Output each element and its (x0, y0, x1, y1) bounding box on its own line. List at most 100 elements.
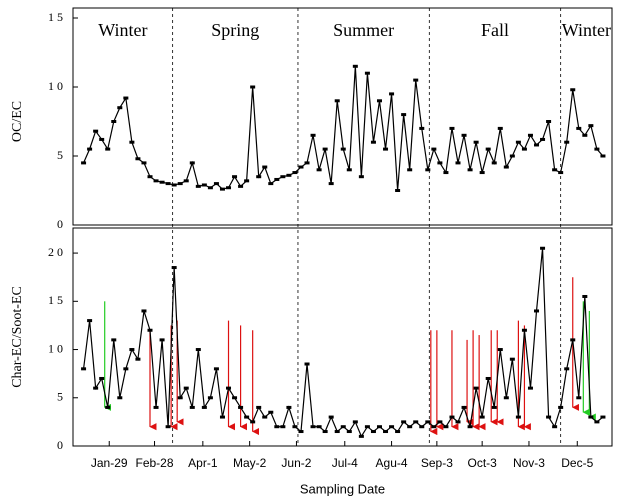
data-point (201, 183, 207, 187)
data-point (449, 126, 455, 130)
data-point (141, 309, 147, 313)
x-tick-label: Sep-3 (421, 456, 453, 470)
season-label: Winter (562, 20, 611, 40)
data-point (256, 405, 262, 409)
data-point (509, 154, 515, 158)
data-point (600, 415, 606, 419)
data-point (376, 425, 382, 429)
data-point (479, 171, 485, 175)
data-point (147, 175, 153, 179)
data-point (117, 106, 123, 110)
data-point (570, 338, 576, 342)
data-point (340, 147, 346, 151)
data-point (389, 92, 395, 96)
data-point (564, 367, 570, 371)
data-point (304, 161, 310, 165)
data-point (195, 184, 201, 188)
data-point (244, 415, 250, 419)
data-point (491, 161, 497, 165)
data-point (99, 376, 105, 380)
data-point (407, 425, 413, 429)
data-point (244, 179, 250, 183)
data-point (576, 126, 582, 130)
data-point (250, 85, 256, 89)
data-point (99, 137, 105, 141)
data-point (268, 182, 274, 186)
data-point (527, 133, 533, 137)
data-point (497, 348, 503, 352)
data-point (292, 171, 298, 175)
x-tick-label: Nov-3 (513, 456, 545, 470)
data-point (437, 420, 443, 424)
data-point (111, 338, 117, 342)
x-tick-label: Jun-2 (281, 456, 311, 470)
x-tick-label: Oct-3 (467, 456, 497, 470)
data-point (81, 367, 87, 371)
data-point (135, 157, 141, 161)
data-point (177, 182, 183, 186)
data-point (552, 168, 558, 172)
x-tick-label: Jan-29 (91, 456, 128, 470)
data-point (419, 126, 425, 130)
data-point (546, 120, 552, 123)
data-point (521, 147, 527, 151)
data-point (485, 376, 491, 380)
y-axis-title: OC/EC (10, 101, 25, 142)
data-point (521, 328, 527, 332)
y-tick-label: 1 0 (48, 79, 63, 93)
x-tick-label: May-2 (233, 456, 267, 470)
data-point (497, 126, 503, 130)
data-point (346, 430, 352, 434)
data-point (546, 415, 552, 419)
data-point (334, 99, 340, 103)
data-point (304, 362, 310, 366)
data-point (389, 425, 395, 429)
data-point (588, 415, 594, 419)
data-point (401, 420, 407, 424)
y-tick-label: 1 5 (48, 293, 63, 307)
data-point (219, 187, 225, 191)
data-point (183, 386, 189, 390)
data-point (232, 396, 238, 400)
data-point (262, 415, 268, 419)
data-point (129, 140, 135, 144)
season-label: Spring (211, 20, 259, 40)
data-point (153, 405, 159, 409)
y-axis-title: Char-EC/Soot-EC (10, 286, 25, 388)
data-point (576, 396, 582, 400)
data-point (461, 133, 467, 137)
data-point (395, 430, 401, 434)
data-point (461, 405, 467, 409)
data-point (189, 405, 195, 409)
data-point (250, 420, 256, 424)
data-point (123, 96, 129, 100)
data-line (82, 248, 604, 438)
data-point (455, 420, 461, 424)
data-point (322, 147, 328, 151)
data-point (582, 133, 588, 137)
data-point (467, 425, 473, 429)
data-point (87, 147, 93, 151)
data-point (358, 175, 364, 179)
data-point (370, 140, 376, 144)
data-point (485, 147, 491, 151)
data-point (540, 137, 546, 141)
data-point (93, 386, 99, 390)
data-point (346, 168, 352, 172)
data-point (268, 410, 274, 414)
data-point (540, 246, 546, 250)
data-point (322, 430, 328, 434)
data-point (352, 420, 358, 424)
data-point (534, 309, 540, 313)
data-point (328, 415, 334, 419)
data-point (262, 165, 268, 169)
data-point (274, 425, 280, 429)
data-point (201, 405, 207, 409)
data-point (189, 161, 195, 165)
data-point (117, 396, 123, 400)
data-point (316, 168, 322, 172)
data-point (594, 147, 600, 151)
data-point (395, 189, 401, 192)
